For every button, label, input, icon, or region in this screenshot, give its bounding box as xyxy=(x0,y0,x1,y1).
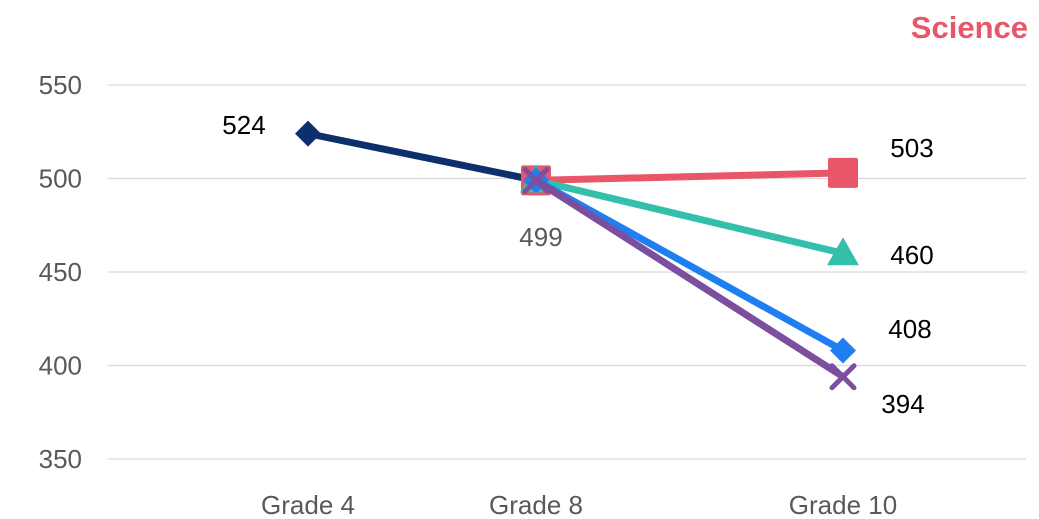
series-5-point-grade-10 xyxy=(829,363,857,391)
x-axis-tick-labels: Grade 4 Grade 8 Grade 10 xyxy=(261,490,897,519)
series-1-point-grade-4 xyxy=(295,120,321,147)
x-tick-label-grade-4: Grade 4 xyxy=(261,490,355,519)
data-label-grade10-408: 408 xyxy=(888,314,931,344)
x-tick-label-grade-8: Grade 8 xyxy=(489,490,583,519)
series-3-point-grade-10 xyxy=(827,237,859,266)
series-3-line xyxy=(532,176,847,257)
y-tick-label-550: 550 xyxy=(39,70,82,100)
series-4-point-grade-10 xyxy=(830,337,856,364)
data-label-grade10-394: 394 xyxy=(881,389,924,419)
series-2-point-grade-10 xyxy=(828,157,858,188)
data-label-grade8-499: 499 xyxy=(519,222,562,252)
series-5-line xyxy=(532,176,847,381)
data-labels: 524 499 503 460 408 394 xyxy=(222,110,933,419)
data-label-grade10-503: 503 xyxy=(890,133,933,163)
chart-title: Science xyxy=(911,10,1028,45)
gridlines xyxy=(108,84,1026,460)
series-5 xyxy=(522,166,857,391)
series-4 xyxy=(523,167,856,364)
series-group xyxy=(295,120,859,391)
y-tick-label-400: 400 xyxy=(39,351,82,381)
y-tick-label-450: 450 xyxy=(39,257,82,287)
series-5-point-grade-8 xyxy=(522,166,550,194)
y-tick-label-500: 500 xyxy=(39,164,82,194)
data-label-grade4-524: 524 xyxy=(222,110,265,140)
series-2-line xyxy=(532,169,847,184)
y-axis-tick-labels: 550 500 450 400 350 xyxy=(39,70,82,474)
series-1 xyxy=(295,120,549,194)
series-1-line xyxy=(304,130,540,184)
y-tick-label-350: 350 xyxy=(39,444,82,474)
x-tick-label-grade-10: Grade 10 xyxy=(789,490,897,519)
series-4-line xyxy=(532,176,847,355)
data-label-grade10-460: 460 xyxy=(890,240,933,270)
